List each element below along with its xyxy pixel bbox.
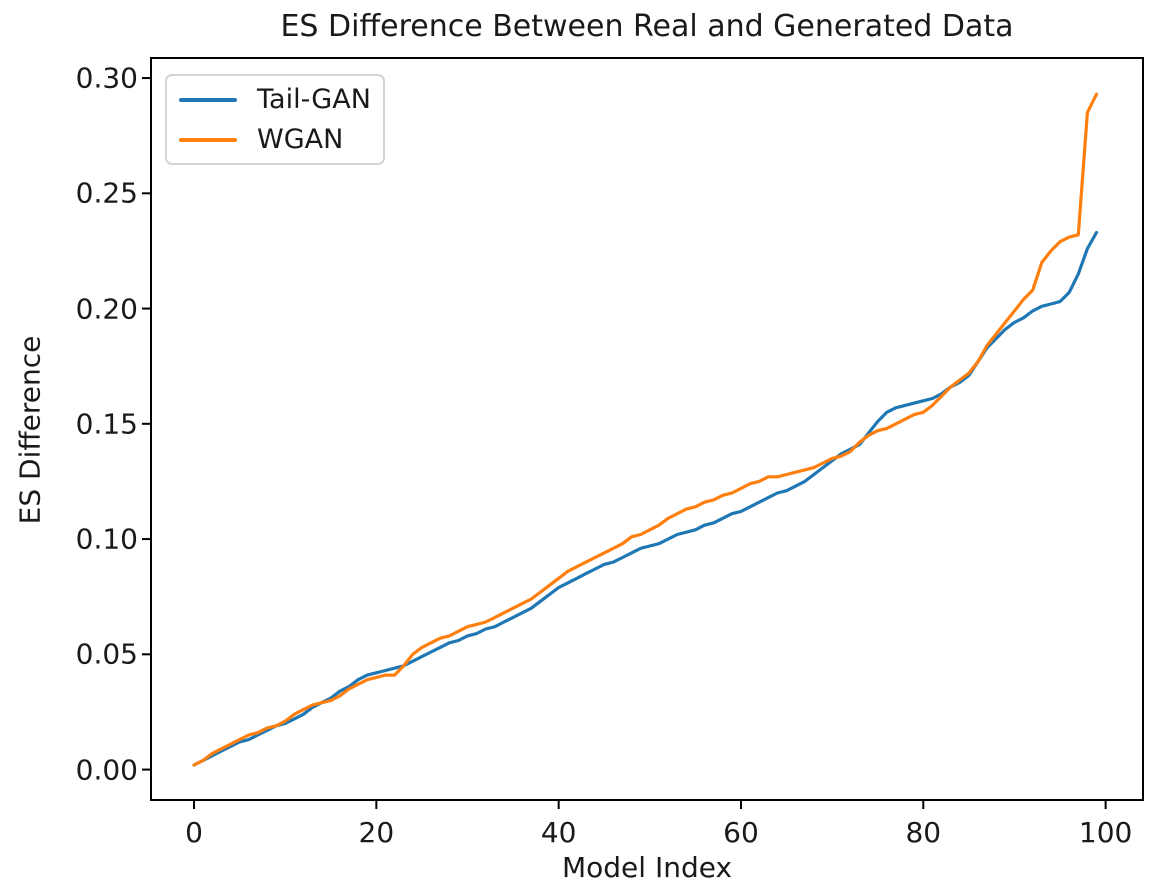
x-tick-label-4: 80: [905, 816, 942, 849]
legend-entry-tail-gan: Tail-GAN: [179, 86, 371, 113]
x-axis-label: Model Index: [561, 851, 733, 884]
y-tick-label-1: 0.05: [75, 637, 138, 671]
wgan-line: [192, 92, 1099, 767]
y-tick-label-6: 0.30: [75, 61, 138, 95]
y-tick-label-3: 0.15: [75, 407, 138, 441]
y-tick-label-4: 0.20: [75, 292, 138, 326]
tail-gan-line: [192, 230, 1099, 767]
x-tick-label-1: 20: [358, 816, 395, 849]
legend-label-wgan: WGAN: [257, 124, 344, 155]
x-tick-label-0: 0: [185, 816, 203, 849]
legend-label-tail-gan: Tail-GAN: [257, 84, 371, 115]
x-tick-label-3: 60: [723, 816, 759, 849]
legend-entry-wgan: WGAN: [179, 126, 371, 153]
chart-title: ES Difference Between Real and Generated…: [280, 9, 1014, 44]
legend-line-sample-tail-gan: [179, 97, 237, 102]
y-axis-label: ES Difference: [13, 335, 47, 525]
x-tick-label-2: 40: [540, 816, 577, 849]
axes-box: [150, 57, 1144, 801]
legend: Tail-GAN WGAN: [165, 74, 385, 165]
y-tick-label-5: 0.25: [75, 176, 138, 210]
x-tick-label-5: 100: [1078, 816, 1133, 849]
y-tick-label-0: 0.00: [75, 753, 138, 787]
legend-line-sample-wgan: [179, 137, 237, 142]
y-tick-label-2: 0.10: [75, 522, 138, 556]
